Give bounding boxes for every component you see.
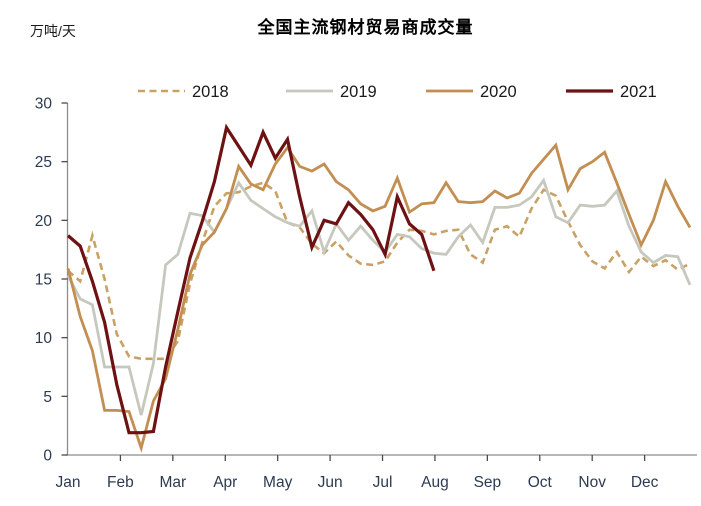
legend-2020-label: 2020 bbox=[480, 83, 517, 101]
chart-title: 全国主流钢材贸易商成交量 bbox=[257, 18, 474, 37]
y-tick-label: 10 bbox=[35, 330, 53, 347]
legend-item-2018: 2018 bbox=[138, 83, 229, 101]
x-tick-label-apr: Apr bbox=[213, 474, 237, 491]
series-2021-line bbox=[66, 123, 436, 435]
x-tick-label-jul: Jul bbox=[373, 474, 393, 491]
y-tick-label: 20 bbox=[35, 213, 53, 230]
x-tick-label-feb: Feb bbox=[107, 474, 134, 491]
x-tick-label-dec: Dec bbox=[631, 474, 659, 491]
legend-item-2020: 2020 bbox=[426, 83, 517, 101]
y-tick-label: 25 bbox=[35, 154, 52, 171]
x-tick-label-sep: Sep bbox=[474, 474, 502, 491]
series-2018-line bbox=[67, 181, 691, 361]
legend-item-2019: 2019 bbox=[286, 83, 377, 101]
x-tick-label-mar: Mar bbox=[159, 474, 186, 491]
y-tick-label: 15 bbox=[35, 272, 52, 289]
y-tick-label: 0 bbox=[43, 448, 52, 465]
legend-2021-label: 2021 bbox=[620, 83, 657, 101]
legend-item-2021: 2021 bbox=[566, 83, 657, 101]
y-tick-label: 5 bbox=[43, 389, 52, 406]
x-tick-label-oct: Oct bbox=[528, 474, 553, 491]
y-tick-label: 30 bbox=[35, 96, 53, 113]
x-tick-label-aug: Aug bbox=[421, 474, 449, 491]
series-2019-line bbox=[66, 177, 692, 416]
y-axis-unit-label: 万吨/天 bbox=[30, 23, 76, 39]
x-tick-label-nov: Nov bbox=[578, 474, 606, 491]
series-2020-line bbox=[66, 142, 692, 453]
x-tick-label-may: May bbox=[263, 474, 293, 491]
legend-2019-label: 2019 bbox=[340, 83, 377, 101]
x-tick-label-jan: Jan bbox=[56, 474, 81, 491]
x-tick-label-jun: Jun bbox=[318, 474, 343, 491]
legend-2018-label: 2018 bbox=[192, 83, 229, 101]
